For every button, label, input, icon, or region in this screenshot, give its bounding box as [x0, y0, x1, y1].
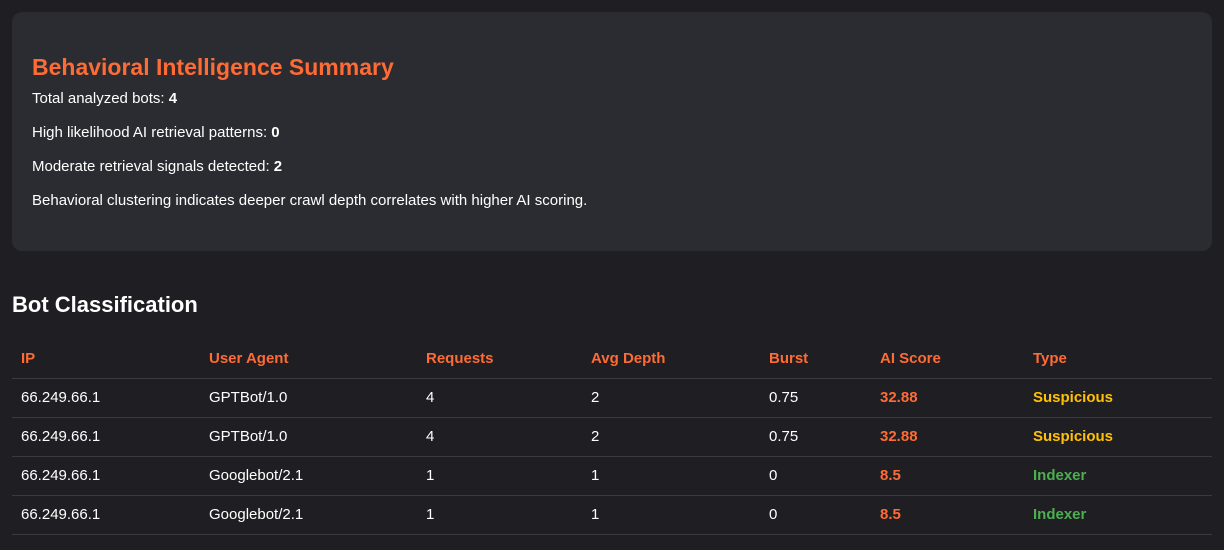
cell-user-agent: GPTBot/1.0: [200, 378, 417, 418]
column-header-burst: Burst: [760, 339, 871, 379]
bot-classification-table: IP User Agent Requests Avg Depth Burst A…: [12, 339, 1212, 535]
summary-high-likelihood: High likelihood AI retrieval patterns: 0: [32, 124, 1192, 142]
cell-type: Suspicious: [1024, 378, 1212, 418]
cell-ai-score: 8.5: [871, 456, 1024, 496]
summary-label: High likelihood AI retrieval patterns:: [32, 124, 272, 141]
summary-label: Total analyzed bots:: [32, 90, 169, 107]
cell-requests: 1: [417, 495, 582, 535]
cell-ip: 66.249.66.1: [12, 417, 200, 457]
table-row: 66.249.66.1 Googlebot/2.1 1 1 0 8.5 Indexer: [12, 495, 1212, 535]
cell-burst: 0: [760, 495, 871, 535]
table-header-row: IP User Agent Requests Avg Depth Burst A…: [12, 339, 1212, 379]
summary-moderate-signals: Moderate retrieval signals detected: 2: [32, 158, 1192, 176]
cell-ai-score: 8.5: [871, 495, 1024, 535]
cell-type: Suspicious: [1024, 417, 1212, 457]
cell-type: Indexer: [1024, 495, 1212, 535]
summary-card: Behavioral Intelligence Summary Total an…: [12, 12, 1212, 251]
table-row: 66.249.66.1 GPTBot/1.0 4 2 0.75 32.88 Suspicio…: [12, 417, 1212, 457]
column-header-requests: Requests: [417, 339, 582, 379]
column-header-ip: IP: [12, 339, 200, 379]
summary-title: Behavioral Intelligence Summary: [32, 54, 394, 80]
cell-user-agent: GPTBot/1.0: [200, 417, 417, 457]
summary-value: 0: [271, 124, 280, 141]
table-row: 66.249.66.1 Googlebot/2.1 1 1 0 8.5 Indexer: [12, 456, 1212, 496]
cell-avg-depth: 1: [582, 495, 760, 535]
cell-avg-depth: 1: [582, 456, 760, 496]
summary-label: Moderate retrieval signals detected:: [32, 158, 274, 175]
cell-ai-score: 32.88: [871, 417, 1024, 457]
cell-requests: 4: [417, 417, 582, 457]
cell-burst: 0.75: [760, 417, 871, 457]
cell-ip: 66.249.66.1: [12, 456, 200, 496]
summary-note: Behavioral clustering indicates deeper c…: [32, 192, 588, 209]
summary-value: 4: [168, 90, 178, 107]
cell-avg-depth: 2: [582, 378, 760, 418]
column-header-user-agent: User Agent: [200, 339, 417, 379]
cell-user-agent: Googlebot/2.1: [200, 456, 417, 496]
summary-total-bots: Total analyzed bots: 4: [32, 90, 1192, 108]
summary-value: 2: [273, 158, 283, 175]
cell-ip: 66.249.66.1: [12, 378, 200, 418]
table-row: 66.249.66.1 GPTBot/1.0 4 2 0.75 32.88 Suspicio…: [12, 378, 1212, 418]
column-header-avg-depth: Avg Depth: [582, 339, 760, 379]
cell-ip: 66.249.66.1: [12, 495, 200, 535]
column-header-type: Type: [1024, 339, 1212, 379]
cell-burst: 0.75: [760, 378, 871, 418]
cell-requests: 1: [417, 456, 582, 496]
cell-ai-score: 32.88: [871, 378, 1024, 418]
cell-type: Indexer: [1024, 456, 1212, 496]
section-title: Bot Classification: [12, 292, 198, 317]
cell-requests: 4: [417, 378, 582, 418]
column-header-ai-score: AI Score: [871, 339, 1024, 379]
cell-burst: 0: [760, 456, 871, 496]
cell-user-agent: Googlebot/2.1: [200, 495, 417, 535]
cell-avg-depth: 2: [582, 417, 760, 457]
